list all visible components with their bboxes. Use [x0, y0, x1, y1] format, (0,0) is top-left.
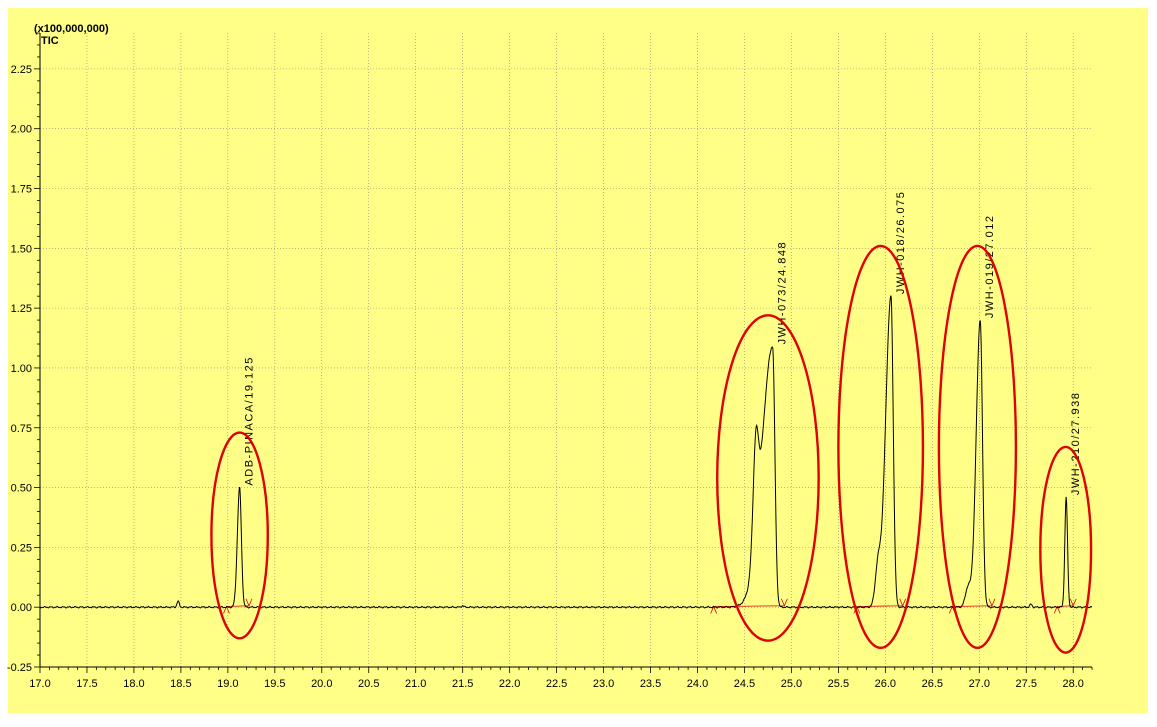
tic-trace — [39, 295, 1093, 609]
x-tick-label: 27.0 — [969, 678, 990, 690]
y-tick-label: 2.25 — [11, 64, 32, 76]
peak-label: JWH-019/27.012 — [984, 215, 996, 319]
x-tick-label: 19.5 — [264, 678, 285, 690]
x-tick-label: 19.0 — [217, 678, 238, 690]
x-tick-label: 22.5 — [546, 678, 567, 690]
chart-background — [8, 8, 1148, 713]
x-tick-label: 26.0 — [875, 678, 896, 690]
x-tick-label: 28.0 — [1063, 678, 1084, 690]
x-tick-label: 17.5 — [76, 678, 97, 690]
y-tick-label: 1.75 — [11, 184, 32, 196]
peak-label: JWH-210/27.938 — [1070, 392, 1082, 496]
x-axis-ticks: 17.0 17.5 18.0 18.5 19.0 19.5 20.0 20.5 21.0 21.5… — [29, 667, 1093, 690]
x-tick-label: 18.5 — [170, 678, 191, 690]
y-tick-label: 0.50 — [11, 483, 32, 495]
x-tick-label: 23.5 — [640, 678, 661, 690]
x-tick-label: 24.5 — [734, 678, 755, 690]
y-tick-label: 0.75 — [11, 423, 32, 435]
y-tick-label: 1.00 — [11, 363, 32, 375]
highlight-ellipses — [210, 244, 1093, 654]
grid-lines — [39, 33, 1092, 668]
x-tick-label: 21.0 — [405, 678, 426, 690]
highlight-ellipse — [716, 314, 820, 642]
x-tick-label: 27.5 — [1016, 678, 1037, 690]
y-tick-label: 0.25 — [11, 542, 32, 554]
x-tick-label: 24.0 — [687, 678, 708, 690]
y-multiplier-label: (x100,000,000) — [34, 23, 109, 35]
x-tick-label: 20.5 — [358, 678, 379, 690]
x-tick-label: 26.5 — [922, 678, 943, 690]
x-tick-label: 22.0 — [499, 678, 520, 690]
y-tick-label: 2.00 — [11, 124, 32, 136]
y-tick-label: 0.00 — [11, 602, 32, 614]
x-tick-label: 17.0 — [29, 678, 50, 690]
x-tick-label: 18.0 — [123, 678, 144, 690]
highlight-ellipse — [937, 244, 1018, 650]
x-tick-label: 25.5 — [828, 678, 849, 690]
y-axis-ticks: -0.25 0.00 0.25 0.50 0.75 1.00 1.25 1.50 1.75 2.0… — [7, 32, 40, 674]
x-tick-label: 21.5 — [452, 678, 473, 690]
peak-label: ADB-PINACA/19.125 — [244, 356, 256, 485]
series-label: TIC — [41, 35, 59, 47]
y-tick-label: -0.25 — [7, 662, 32, 674]
y-tick-label: 1.50 — [11, 243, 32, 255]
highlight-ellipse — [1039, 445, 1093, 654]
highlight-ellipse — [210, 431, 269, 640]
x-tick-label: 25.0 — [781, 678, 802, 690]
x-tick-label: 20.0 — [311, 678, 332, 690]
y-tick-label: 1.25 — [11, 303, 32, 315]
highlight-ellipse — [837, 244, 925, 650]
peak-label: JWH-018/26.075 — [895, 191, 907, 295]
x-tick-label: 23.0 — [593, 678, 614, 690]
